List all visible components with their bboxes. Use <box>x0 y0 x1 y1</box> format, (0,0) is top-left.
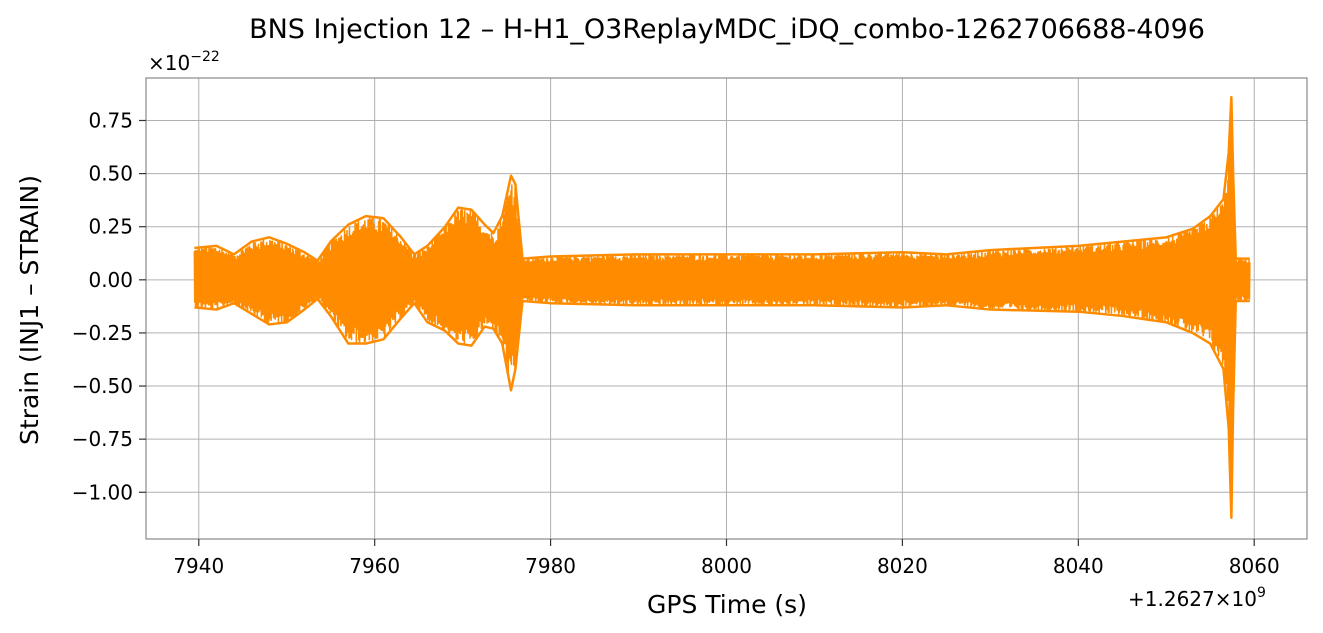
y-axis-label: Strain (INJ1 – STRAIN) <box>15 175 44 445</box>
data-layer <box>193 95 1251 520</box>
y-tick-label: −0.25 <box>72 321 133 345</box>
y-tick-label: 0.75 <box>88 108 133 132</box>
strain-series-line <box>193 123 1251 471</box>
x-offset-exponent: 9 <box>1257 585 1266 601</box>
y-tick-label: 0.00 <box>88 268 133 292</box>
x-axis-label: GPS Time (s) <box>647 590 807 619</box>
y-scale-base: ×10 <box>148 51 190 75</box>
strain-upper-envelope <box>194 95 1250 262</box>
y-tick-label: 0.50 <box>88 162 133 186</box>
x-tick-label: 7960 <box>349 554 400 578</box>
x-tick-label: 8040 <box>1053 554 1104 578</box>
y-tick-label: −1.00 <box>72 480 133 504</box>
strain-lower-envelope <box>194 297 1250 520</box>
x-offset-base: +1.2627×10 <box>1128 587 1257 611</box>
y-scale-exponent: −22 <box>190 49 220 65</box>
x-tick-label: 8000 <box>701 554 752 578</box>
chart-title: BNS Injection 12 – H-H1_O3ReplayMDC_iDQ_… <box>249 14 1205 45</box>
x-tick-label: 7980 <box>525 554 576 578</box>
y-tick-label: −0.75 <box>72 427 133 451</box>
x-tick-label: 8020 <box>877 554 928 578</box>
x-tick-label: 8060 <box>1229 554 1280 578</box>
y-tick-label: −0.50 <box>72 374 133 398</box>
y-tick-label: 0.25 <box>88 215 133 239</box>
x-offset-label: +1.2627×109 <box>1128 585 1266 611</box>
x-tick-label: 7940 <box>173 554 224 578</box>
tick-layer: 7940 7960 7980 8000 8020 8040 8060 0.75 0.50 0.25… <box>72 108 1280 578</box>
y-scale-label: ×10−22 <box>148 49 220 75</box>
